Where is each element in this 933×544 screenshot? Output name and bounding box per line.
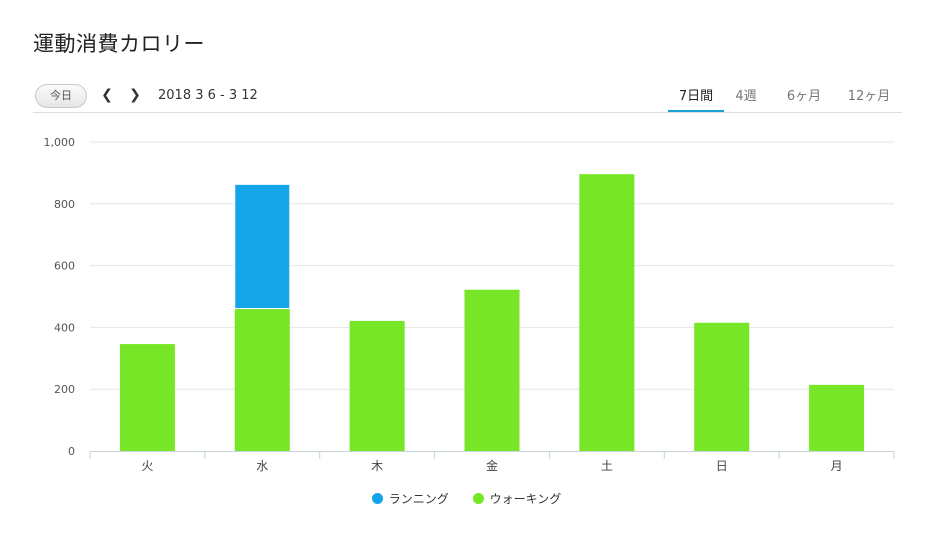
- tab-12-months[interactable]: 12ヶ月: [847, 89, 891, 104]
- legend-swatch-walking: [472, 493, 484, 504]
- bar-walking[interactable]: [349, 320, 405, 451]
- y-tick-label: 0: [68, 445, 75, 458]
- page-title: 運動消費カロリー: [33, 32, 205, 56]
- x-tick-label: 水: [256, 459, 268, 473]
- y-axis-ticks: 0 200 400 600 800 1,000: [44, 136, 76, 458]
- today-button[interactable]: 今日: [35, 84, 87, 108]
- y-tick-label: 400: [54, 321, 75, 334]
- date-toolbar: 今日 ❮ ❯ 2018 3 6 - 3 12 7日間 4週 6ヶ月 12ヶ月: [33, 82, 902, 113]
- x-tick-label: 土: [601, 459, 613, 473]
- bar-walking[interactable]: [809, 384, 865, 451]
- x-tick-label: 日: [716, 459, 728, 473]
- x-tick-label: 月: [831, 459, 843, 473]
- bar-running[interactable]: [234, 183, 291, 310]
- chart-bars: [119, 174, 865, 452]
- x-tick-label: 木: [371, 459, 383, 473]
- bar-walking[interactable]: [119, 344, 175, 451]
- legend-item-walking[interactable]: ウォーキング: [472, 490, 562, 507]
- y-tick-label: 1,000: [44, 136, 76, 149]
- legend-label-running: ランニング: [388, 492, 449, 506]
- x-tick-label: 火: [141, 459, 153, 473]
- chevron-left-icon[interactable]: ❮: [101, 87, 113, 103]
- calorie-bar-chart: 0 200 400 600 800 1,000 火 水 木 金 土 日 月: [44, 136, 895, 473]
- legend-swatch-running: [371, 493, 383, 504]
- x-tick-label: 金: [486, 458, 498, 473]
- tab-4-weeks[interactable]: 4週: [735, 89, 757, 104]
- legend-label-walking: ウォーキング: [489, 492, 562, 506]
- bar-walking[interactable]: [464, 289, 520, 451]
- bar-walking[interactable]: [694, 322, 750, 451]
- tab-7-days[interactable]: 7日間: [668, 85, 724, 112]
- legend-item-running[interactable]: ランニング: [371, 490, 449, 507]
- date-range-label: 2018 3 6 - 3 12: [158, 88, 258, 103]
- chevron-right-icon[interactable]: ❯: [129, 87, 141, 103]
- chart-legend: ランニング ウォーキング: [0, 490, 933, 507]
- y-tick-label: 800: [54, 198, 75, 211]
- x-axis: 火水木金土日月: [89, 451, 895, 473]
- y-tick-label: 600: [54, 260, 75, 273]
- bar-walking[interactable]: [579, 174, 635, 452]
- y-tick-label: 200: [54, 383, 75, 396]
- tab-6-months[interactable]: 6ヶ月: [786, 89, 822, 104]
- bar-walking[interactable]: [234, 308, 290, 451]
